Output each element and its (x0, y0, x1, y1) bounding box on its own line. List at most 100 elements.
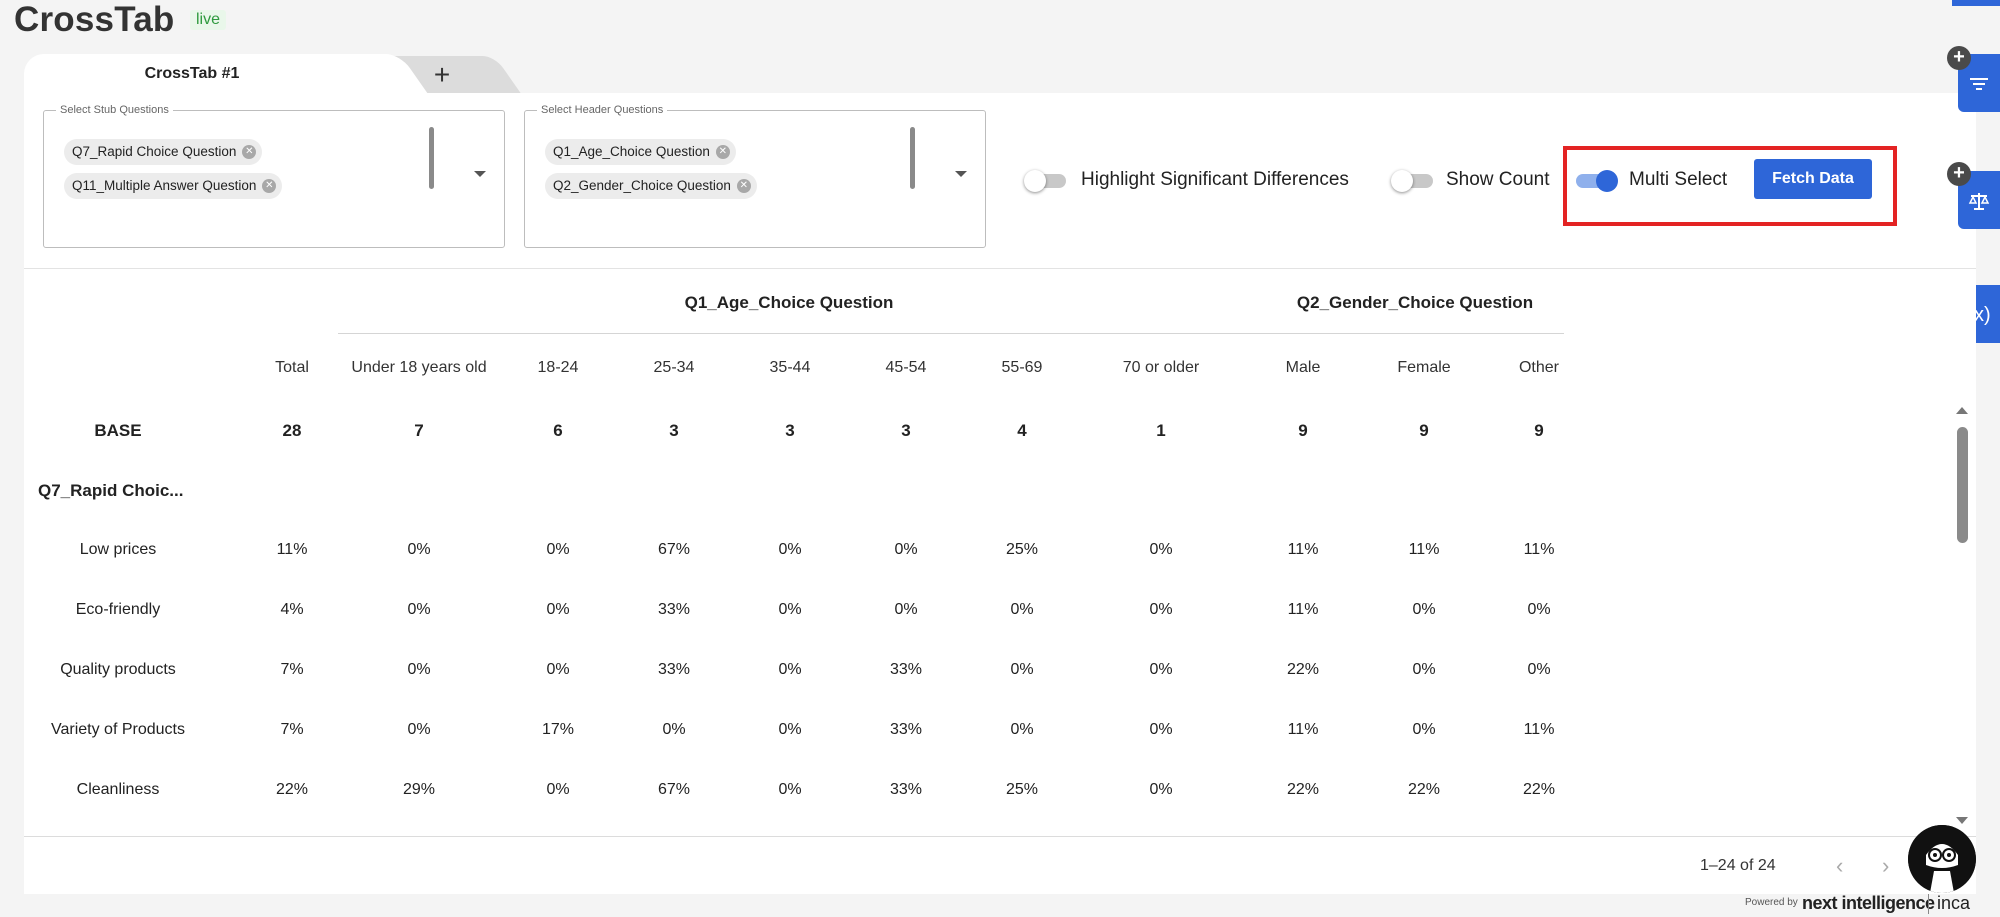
group-header-gender: Q2_Gender_Choice Question (1296, 293, 1534, 312)
table-cell: 22% (1286, 661, 1320, 678)
top-edge-button[interactable] (1952, 0, 2000, 6)
filter-icon (1970, 78, 1988, 91)
table-cell: 33% (889, 781, 923, 798)
column-header: Male (1285, 359, 1321, 376)
assistant-avatar[interactable] (1908, 825, 1976, 893)
table-cell: 0% (1412, 661, 1436, 678)
crosstab-table-card: Q1_Age_Choice Question Q2_Gender_Choice … (24, 268, 1976, 894)
table-cell: 0% (1149, 721, 1173, 738)
table-cell: 11% (1287, 601, 1319, 618)
scroll-down-arrow[interactable] (1956, 817, 1968, 824)
brand-logo-secondary: inca (1937, 893, 1971, 913)
column-header: 18-24 (537, 359, 579, 376)
base-cell: 6 (553, 421, 563, 440)
crosstab-table: Q1_Age_Choice Question Q2_Gender_Choice … (24, 269, 1564, 836)
header-chip[interactable]: Q1_Age_Choice Question ✕ (545, 139, 736, 165)
status-badge: live (190, 10, 227, 30)
table-cell: 0% (1010, 601, 1034, 618)
header-questions-select[interactable]: Select Header Questions Q1_Age_Choice Qu… (524, 104, 986, 248)
show-count-toggle[interactable] (1391, 170, 1433, 192)
chip-label: Q1_Age_Choice Question (553, 144, 710, 159)
table-cell: 4% (280, 601, 304, 618)
chip-label: Q2_Gender_Choice Question (553, 178, 731, 193)
base-cell: 9 (1419, 421, 1429, 440)
column-header: 45-54 (885, 359, 927, 376)
group-header-age: Q1_Age_Choice Question (684, 293, 894, 312)
stub-chip[interactable]: Q7_Rapid Choice Question ✕ (64, 139, 263, 165)
chevron-down-icon[interactable] (955, 171, 967, 177)
column-header: 25-34 (653, 359, 695, 376)
tab-crosstab-1[interactable]: CrossTab #1 (24, 54, 390, 94)
close-icon[interactable]: ✕ (262, 179, 277, 193)
table-cell: 0% (1149, 781, 1173, 798)
table-cell: 0% (778, 601, 802, 618)
base-cell: 7 (414, 421, 424, 440)
brand-logo: next intelligence (1802, 893, 1935, 913)
chip-label: Q11_Multiple Answer Question (72, 178, 257, 193)
vertical-scrollbar[interactable] (1957, 427, 1968, 543)
table-cell: 0% (1412, 721, 1436, 738)
add-weight-plus-icon[interactable]: + (1947, 162, 1971, 186)
highlight-differences-toggle[interactable] (1024, 170, 1066, 192)
base-cell: 3 (669, 421, 679, 440)
scroll-up-arrow[interactable] (1956, 407, 1968, 414)
divider (24, 836, 1976, 837)
row-label: Eco-friendly (75, 601, 161, 618)
chevron-right-icon[interactable]: › (1882, 853, 1890, 878)
base-cell: 4 (1017, 421, 1027, 440)
table-cell: 0% (407, 661, 431, 678)
group-divider (338, 333, 1240, 334)
table-cell: 29% (402, 781, 436, 798)
table-cell: 33% (657, 661, 691, 678)
column-header: 35-44 (769, 359, 811, 376)
header-chip[interactable]: Q2_Gender_Choice Question ✕ (545, 173, 757, 199)
close-icon[interactable]: ✕ (715, 145, 730, 159)
table-cell: 0% (1527, 601, 1551, 618)
stub-section-label: Q7_Rapid Choic... (38, 481, 184, 500)
table-cell: 11% (1287, 721, 1319, 738)
balance-scale-icon (1968, 193, 1990, 211)
chevron-left-icon[interactable]: ‹ (1836, 853, 1844, 878)
table-cell: 67% (657, 781, 691, 798)
table-cell: 33% (889, 661, 923, 678)
table-cell: 22% (1522, 781, 1556, 798)
table-cell: 11% (1523, 721, 1555, 738)
table-cell: 0% (662, 721, 686, 738)
chevron-down-icon[interactable] (474, 171, 486, 177)
table-cell: 7% (280, 661, 304, 678)
column-header: 70 or older (1122, 359, 1200, 376)
table-cell: 0% (1149, 541, 1173, 558)
table-cell: 11% (276, 541, 308, 558)
table-cell: 0% (778, 781, 802, 798)
table-cell: 22% (275, 781, 309, 798)
stub-chip[interactable]: Q11_Multiple Answer Question ✕ (64, 173, 283, 199)
chips-scrollbar[interactable] (429, 127, 434, 189)
table-cell: 0% (407, 721, 431, 738)
stub-questions-select[interactable]: Select Stub Questions Q7_Rapid Choice Qu… (43, 104, 505, 248)
table-cell: 33% (657, 601, 691, 618)
table-cell: 7% (280, 721, 304, 738)
table-cell: 0% (407, 541, 431, 558)
robot-face-icon (1908, 825, 1976, 893)
table-cell: 0% (778, 661, 802, 678)
table-cell: 33% (889, 721, 923, 738)
highlight-annotation (1563, 146, 1897, 226)
tab-label: CrossTab #1 (144, 65, 240, 82)
multi-select-label: Multi Select (1629, 169, 1728, 190)
row-label: Cleanliness (76, 781, 160, 798)
header-questions-legend: Select Header Questions (537, 104, 668, 116)
close-icon[interactable]: ✕ (736, 179, 751, 193)
multi-select-toggle[interactable] (1576, 170, 1618, 192)
page-title: CrossTab (14, 0, 175, 39)
row-label: Low prices (79, 541, 157, 558)
fetch-data-button[interactable]: Fetch Data (1754, 159, 1872, 199)
table-cell: 0% (894, 541, 918, 558)
base-cell: 1 (1156, 421, 1166, 440)
chips-scrollbar[interactable] (910, 127, 915, 189)
table-cell: 0% (1527, 661, 1551, 678)
base-cell: 28 (282, 421, 302, 440)
table-cell: 0% (546, 601, 570, 618)
add-filter-plus-icon[interactable]: + (1947, 46, 1971, 70)
base-cell: 3 (901, 421, 911, 440)
close-icon[interactable]: ✕ (242, 145, 257, 159)
